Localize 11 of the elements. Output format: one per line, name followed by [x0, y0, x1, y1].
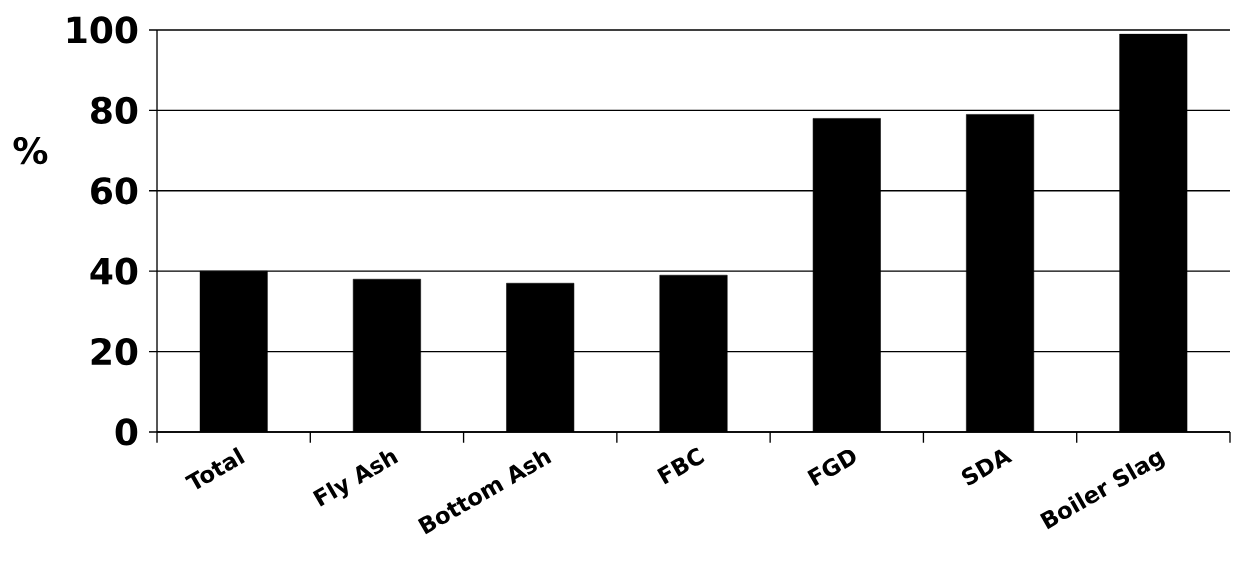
y-tick-label: 60: [91, 177, 138, 205]
x-tick-label: Fly Ash: [312, 451, 399, 507]
y-tick-label: 100: [67, 16, 138, 44]
y-tick-label: 40: [90, 257, 138, 285]
x-tick-label: SDA: [961, 449, 1013, 486]
x-tick-label: FGD: [807, 449, 856, 487]
y-tick-label: 0: [115, 418, 138, 446]
y-tick-label: 80: [91, 96, 138, 124]
y-axis-title: %: [13, 136, 48, 165]
y-tick-label: 20: [91, 337, 138, 366]
x-tick-label: FBC: [656, 447, 705, 485]
